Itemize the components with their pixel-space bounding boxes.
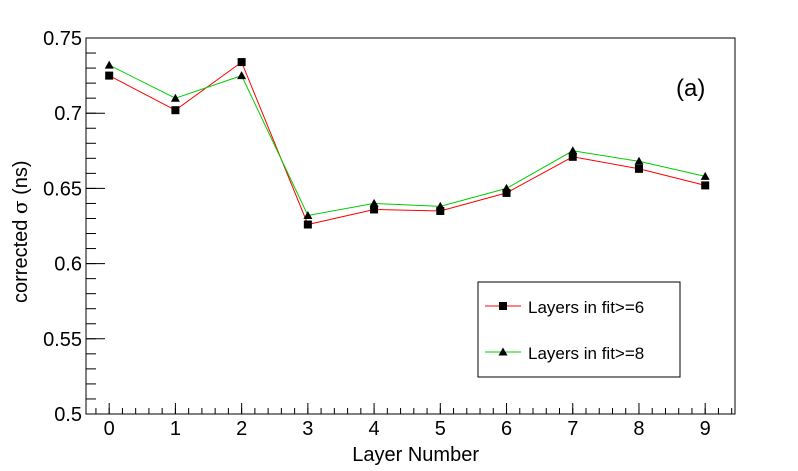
series-layer — [104, 58, 710, 229]
data-point-triangle — [237, 71, 247, 80]
data-point-square — [370, 205, 379, 214]
legend-box — [477, 281, 681, 378]
data-point-square — [701, 181, 710, 190]
data-point-triangle — [502, 183, 511, 192]
x-tick-label: 9 — [700, 418, 711, 440]
plot-frame — [85, 37, 736, 415]
legend-marker-series-1 — [499, 302, 507, 310]
legend-label-series-2: Layers in fit>=8 — [528, 344, 644, 363]
x-tick-label: 4 — [369, 418, 380, 440]
x-tick-label: 6 — [501, 418, 512, 440]
y-axis-title: corrected σ (ns) — [8, 160, 32, 303]
data-point-square — [502, 188, 511, 197]
x-axis-title: Layer Number — [352, 444, 479, 466]
legend-label-series-1: Layers in fit>=6 — [528, 298, 644, 317]
data-point-square — [303, 220, 312, 229]
panel-label: (a) — [676, 75, 705, 102]
data-point-square — [105, 71, 114, 80]
y-axis-title-unit: (ns) — [10, 160, 32, 200]
y-tick-label: 0.5 — [54, 404, 82, 426]
data-point-triangle — [700, 171, 710, 180]
x-tick-label: 7 — [567, 418, 578, 440]
data-point-triangle — [634, 156, 644, 165]
data-point-square — [237, 58, 246, 67]
x-tick-label: 2 — [236, 418, 247, 440]
data-point-triangle — [303, 211, 313, 219]
y-tick-label: 0.75 — [43, 28, 82, 50]
legend: Layers in fit>=6 Layers in fit>=8 — [477, 281, 681, 378]
data-point-triangle — [104, 60, 114, 69]
data-point-square — [171, 106, 180, 115]
sigma-symbol: σ — [8, 200, 32, 214]
y-tick-label: 0.6 — [54, 254, 82, 276]
x-axis: 0 1 2 3 4 5 6 7 8 9 — [95, 403, 733, 440]
y-axis-title-text: corrected — [10, 214, 32, 303]
y-tick-label: 0.7 — [54, 103, 82, 125]
x-tick-label: 8 — [633, 418, 644, 440]
data-point-square — [436, 206, 445, 215]
data-point-square — [634, 164, 643, 173]
data-point-triangle — [369, 198, 379, 207]
x-tick-label: 5 — [435, 418, 446, 440]
legend-marker-series-2 — [498, 347, 508, 356]
data-point-triangle — [170, 93, 180, 102]
data-point-triangle — [435, 201, 445, 210]
x-tick-label: 3 — [302, 418, 313, 440]
data-point-square — [568, 152, 577, 161]
y-tick-label: 0.65 — [43, 178, 82, 200]
y-axis: 0.5 0.55 0.6 0.65 0.7 0.75 — [43, 28, 105, 426]
series-line-1 — [108, 61, 706, 226]
data-point-triangle — [568, 146, 578, 155]
x-tick-label: 1 — [170, 418, 181, 440]
x-tick-label: 0 — [104, 418, 115, 440]
y-tick-label: 0.55 — [43, 329, 82, 351]
series-line-2 — [108, 64, 706, 217]
